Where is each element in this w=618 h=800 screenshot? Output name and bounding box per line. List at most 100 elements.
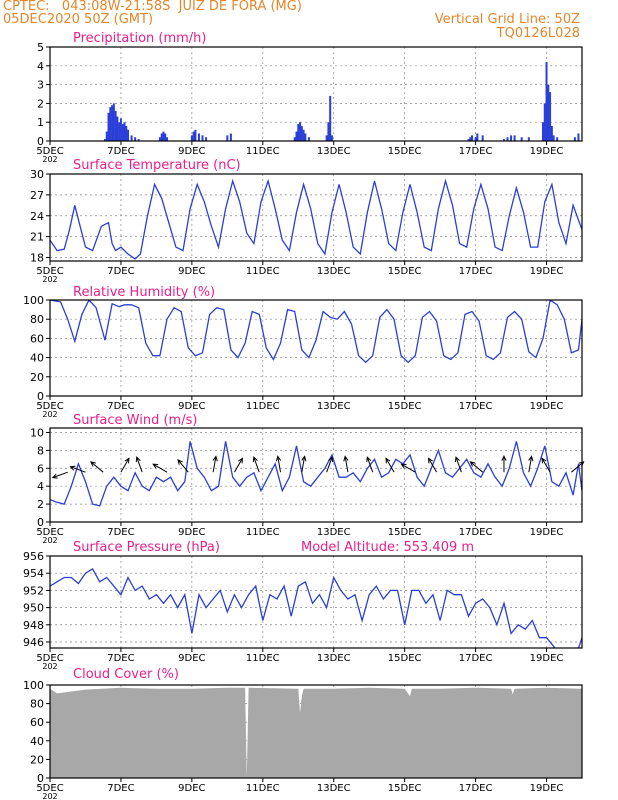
precip-bar [329, 95, 332, 141]
wind-arrowhead [69, 465, 76, 471]
panel-2: 18 21 24 27 30 5DEC 7DEC 9DEC 11DEC 13DEC 15DEC 17D… [30, 158, 583, 284]
x-tick-label: 9DEC [178, 266, 205, 277]
panel-3: 0 20 40 60 80 100 5DEC 7DEC 9DEC 11DEC 13DEC 15DEC 1… [23, 285, 583, 419]
x-tick-label: 11DEC [246, 653, 280, 664]
precip-bar [527, 137, 530, 141]
wind-arrowhead [252, 456, 258, 463]
x-tick-label: 15DEC [388, 527, 422, 538]
y-tick-label: 950 [23, 602, 44, 615]
y-tick-label: 10 [30, 426, 44, 439]
x-tick-label: 17DEC [459, 653, 493, 664]
precip-bar [556, 137, 559, 141]
wind-arrow [177, 459, 189, 473]
precip-bar [327, 122, 330, 141]
wind-arrow [253, 456, 260, 473]
wind-arrowhead [400, 463, 407, 469]
x-tick-label: 17DEC [459, 146, 493, 157]
panel-title: Surface Temperature (nC) [73, 158, 241, 173]
header-location: CPTEC: 043:08W-21:58S JUIZ DE FORA (MG) [3, 0, 302, 14]
wind-arrow [528, 456, 533, 473]
precip-bar [506, 137, 509, 141]
y-tick-label: 18 [30, 252, 44, 265]
precip-bar [123, 122, 126, 141]
precip-bar [109, 107, 112, 141]
wind-arrowhead [328, 456, 334, 463]
precip-bar [325, 135, 328, 141]
precip-bar [226, 135, 229, 141]
x-tick-label: 17DEC [459, 266, 493, 277]
header-model-code: TQ0126L028 [496, 26, 580, 41]
series-4 [50, 441, 582, 507]
x-tick-label: 7DEC [107, 146, 134, 157]
wind-arrowhead [528, 455, 534, 462]
x-tick-label: 9DEC [178, 527, 205, 538]
x-tick-label: 19DEC [530, 527, 564, 538]
wind-arrow [90, 461, 104, 473]
wind-arrowhead [238, 457, 244, 464]
y-tick-label: 954 [23, 567, 44, 580]
wind-arrowhead [124, 457, 130, 464]
precip-bar [121, 124, 124, 141]
panel-frame [49, 173, 583, 262]
y-tick-label: 4 [37, 480, 44, 493]
wind-arrowhead [51, 473, 58, 479]
precip-bar [541, 122, 544, 141]
precip-bar [577, 133, 580, 141]
wind-arrow [385, 458, 395, 473]
precip-bar [471, 135, 474, 141]
x-tick-label: 17DEC [459, 527, 493, 538]
x-tick-label: 19DEC [530, 401, 564, 412]
x-tick-label: 15DEC [388, 266, 422, 277]
cloud-area [50, 687, 582, 778]
precip-bar [160, 133, 163, 141]
y-tick-label: 30 [30, 168, 44, 181]
y-tick-label: 3 [37, 79, 44, 92]
precip-bar [194, 129, 197, 141]
precip-bar [543, 103, 546, 141]
year-stub-label: 202 [42, 536, 57, 545]
x-tick-label: 5DEC [36, 783, 63, 794]
panel-4: 0 2 4 6 8 10 5DEC 7DEC 9DEC 11DEC 13DEC 15DEC 17DEC 1… [30, 413, 585, 545]
precip-bar [158, 137, 161, 141]
y-tick-label: 80 [30, 313, 44, 326]
precip-bar [510, 135, 513, 141]
precip-bar [134, 137, 137, 141]
wind-arrowhead [501, 455, 507, 461]
precip-bar [127, 129, 130, 141]
x-tick-label: 7DEC [107, 527, 134, 538]
x-tick-label: 13DEC [317, 266, 351, 277]
wind-arrow [541, 458, 551, 473]
wind-arrowhead [469, 461, 476, 467]
wind-arrow [455, 456, 462, 473]
precip-bar [330, 135, 333, 141]
precip-bar [502, 139, 505, 141]
precip-bar [190, 135, 193, 141]
x-tick-label: 7DEC [107, 653, 134, 664]
header-date: 05DEC2020 50Z (GMT) [3, 12, 154, 27]
y-tick-label: 0 [37, 772, 44, 785]
series-6 [50, 687, 582, 778]
precip-bar [166, 137, 169, 141]
wind-arrowhead [152, 463, 159, 469]
y-tick-label: 40 [30, 735, 44, 748]
year-stub-label: 202 [42, 410, 57, 419]
wind-arrow [301, 456, 306, 473]
precip-bar [105, 131, 108, 141]
wind-arrow [70, 466, 86, 473]
panel-frame [49, 684, 583, 779]
panel-1: 0 1 2 3 4 5 5DEC 7DEC 9DEC 11DEC 13DEC 15DEC 17DEC 19… [36, 31, 583, 164]
precip-bar [549, 92, 552, 141]
precip-bar [197, 133, 200, 141]
x-tick-label: 5DEC [36, 401, 63, 412]
y-tick-label: 4 [37, 60, 44, 73]
x-tick-label: 13DEC [317, 527, 351, 538]
precip-bar [137, 139, 140, 141]
panel-frame [49, 555, 583, 649]
precip-bar [112, 103, 115, 141]
precip-bar [547, 84, 550, 141]
y-tick-label: 948 [23, 619, 44, 632]
year-stub-label: 202 [42, 155, 57, 164]
precip-bar [300, 125, 303, 141]
year-stub-label: 202 [42, 662, 57, 671]
